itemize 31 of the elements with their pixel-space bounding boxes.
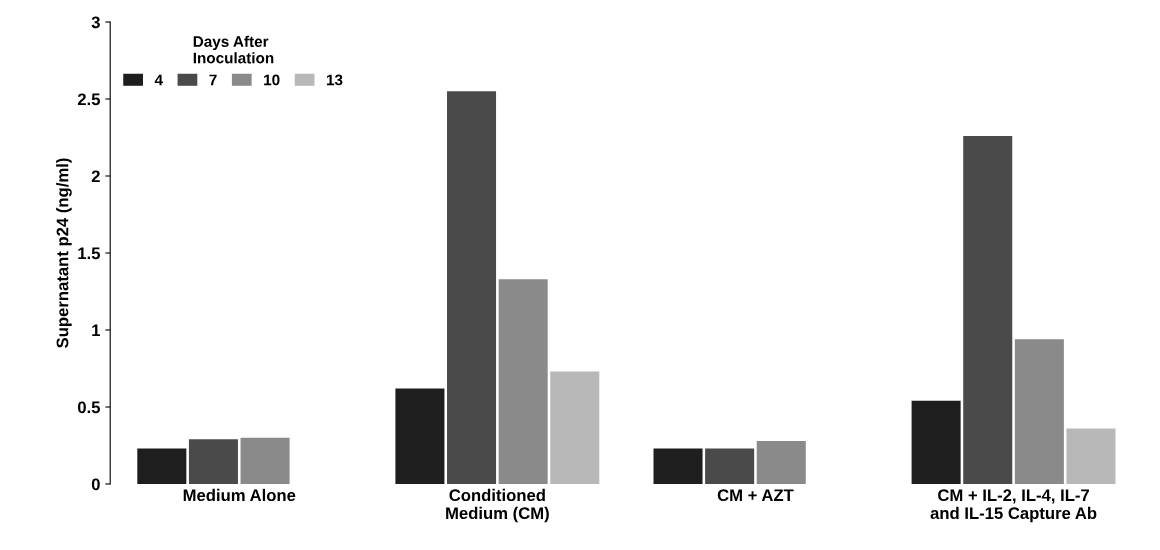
x-tick-label: CM + AZT <box>717 489 794 502</box>
y-axis-title: Supernatant p24 (ng/ml) <box>56 158 72 348</box>
bar <box>137 448 187 484</box>
bar <box>653 448 703 484</box>
legend-label: 10 <box>264 74 280 86</box>
bar <box>498 279 548 484</box>
bar <box>447 91 497 484</box>
y-tick-label: 0 <box>91 478 100 491</box>
legend-label: 13 <box>326 74 343 86</box>
y-tick-label: 0.5 <box>77 401 101 414</box>
bar <box>911 400 961 484</box>
y-tick-label: 1.5 <box>78 247 101 260</box>
y-tick-label: 1 <box>92 324 101 337</box>
bar <box>1014 339 1064 484</box>
y-tick-label: 2 <box>91 170 100 183</box>
bar <box>395 388 445 484</box>
bar <box>550 371 600 484</box>
bar <box>705 448 755 484</box>
y-tick-label: 3 <box>91 16 100 29</box>
bar <box>240 437 290 484</box>
legend-label: 4 <box>154 74 163 86</box>
x-tick-label: Medium Alone <box>183 488 296 502</box>
x-tick-label: CM + IL-2, IL-4, IL-7 and IL-15 Capture Ab <box>930 489 1097 523</box>
x-tick-label: Conditioned Medium (CM) <box>446 488 549 523</box>
bar <box>756 440 806 484</box>
legend-label: 7 <box>209 74 217 86</box>
bar <box>1066 428 1116 484</box>
bar <box>188 439 238 484</box>
bar <box>963 135 1013 484</box>
legend-title: Days After Inoculation <box>193 35 274 64</box>
y-tick-label: 2.5 <box>77 93 101 106</box>
